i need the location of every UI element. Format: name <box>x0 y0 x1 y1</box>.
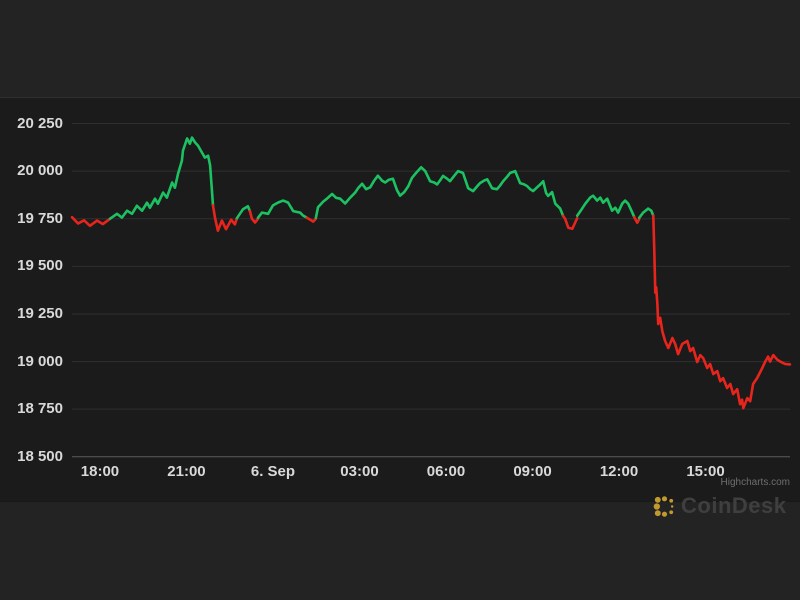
price-line-down <box>248 209 260 224</box>
price-line-up <box>256 199 309 220</box>
x-axis-label: 18:00 <box>80 463 120 480</box>
coindesk-watermark-text: CoinDesk <box>681 493 787 518</box>
coindesk-watermark: CoinDesk <box>653 493 786 519</box>
plot-area <box>70 123 792 458</box>
y-axis-label: 19 750 <box>17 209 63 227</box>
x-axis-label: 15:00 <box>686 463 725 480</box>
y-axis-label: 20 250 <box>17 114 63 132</box>
y-axis-label: 18 500 <box>17 447 63 465</box>
x-axis-label: 6. Sep <box>250 463 296 480</box>
x-axis-label: 09:00 <box>513 463 552 480</box>
price-chart: CoinDesk 18 500 18 750 19 000 19 250 19 500 1… <box>0 97 800 518</box>
y-axis-label: 19 000 <box>17 352 63 370</box>
y-axis-label: 18 750 <box>17 400 63 418</box>
x-axis-label: 21:00 <box>167 463 206 480</box>
y-axis-label: 19 500 <box>17 257 63 275</box>
price-line-up <box>108 136 215 220</box>
x-axis-label: 06:00 <box>426 463 466 480</box>
y-axis-label: 19 250 <box>17 304 63 322</box>
y-axis-label: 20 000 <box>17 162 63 180</box>
price-line-up <box>314 166 565 220</box>
coindesk-logo-icon <box>653 495 674 517</box>
price-line-down <box>211 204 239 232</box>
x-axis-label: 12:00 <box>599 463 639 480</box>
price-line-down <box>632 215 641 224</box>
price-line-down <box>561 214 579 231</box>
x-axis-label: 03:00 <box>340 463 379 480</box>
price-line-down <box>651 214 792 410</box>
price-line-up <box>637 207 655 220</box>
price-line-up <box>235 205 252 220</box>
price-line-up <box>575 194 636 219</box>
price-line-down <box>305 216 318 223</box>
price-line-down <box>70 215 112 228</box>
highcharts-credit: Highcharts.com <box>720 477 790 488</box>
